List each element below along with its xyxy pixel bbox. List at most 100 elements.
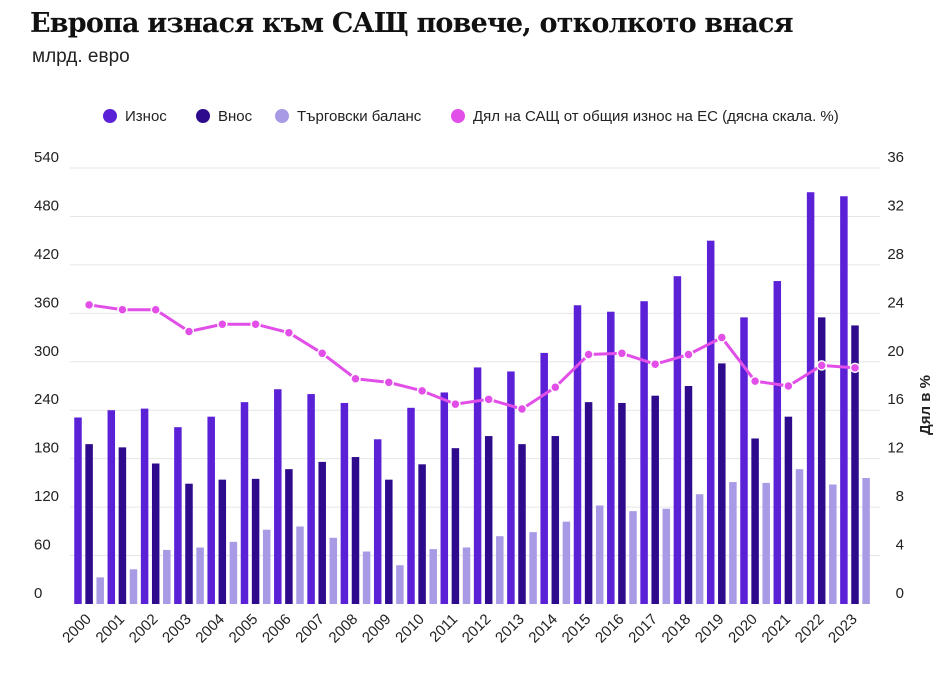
bar-export — [373, 439, 382, 604]
share-point — [783, 380, 794, 392]
bar-export — [540, 352, 548, 604]
bar-import — [817, 317, 826, 604]
share-point — [649, 358, 661, 370]
share-line — [83, 299, 861, 415]
bar-export — [174, 427, 182, 604]
chart-subtitle: млрд. евро — [32, 46, 130, 67]
bar-balance — [562, 521, 571, 604]
bar-balance — [396, 565, 404, 604]
y-tick-label: 540 — [34, 149, 59, 166]
bar-import — [318, 461, 326, 604]
x-tick-label: 2014 — [525, 611, 561, 647]
legend-label: Износ — [125, 108, 167, 125]
x-tick-label: 2021 — [759, 611, 795, 647]
x-tick-label: 2011 — [426, 611, 461, 646]
share-point — [816, 360, 827, 371]
bars — [74, 192, 870, 604]
x-tick-label: 2006 — [259, 611, 295, 647]
bar-export — [240, 402, 249, 604]
y-tick-label: 120 — [34, 488, 59, 505]
share-point — [350, 373, 361, 384]
x-tick-label: 2009 — [359, 611, 395, 647]
y-tick-label: 480 — [34, 197, 59, 214]
y-tick-label: 360 — [34, 294, 59, 311]
share-point — [483, 394, 494, 405]
bar-import — [784, 416, 793, 604]
bar-import — [218, 479, 227, 604]
bar-import — [618, 402, 626, 604]
bar-balance — [829, 484, 837, 604]
bar-export — [107, 410, 116, 604]
x-tick-label: 2019 — [692, 611, 728, 647]
share-point — [416, 385, 428, 397]
x-tick-label: 2020 — [725, 611, 761, 647]
share-point — [583, 349, 594, 360]
x-tick-label: 2015 — [559, 611, 595, 647]
x-tick-label: 2003 — [159, 611, 195, 647]
bar-export — [74, 417, 82, 604]
x-tick-label: 2001 — [93, 611, 129, 647]
share-point — [550, 381, 561, 393]
y2-tick-label: 8 — [896, 488, 904, 505]
bar-balance — [296, 526, 304, 604]
left-y-axis: 0 60 120 180 240 300 360 420 480 540 — [34, 149, 59, 602]
bar-balance — [196, 547, 204, 604]
bar-import — [151, 463, 160, 604]
y-tick-label: 180 — [34, 440, 59, 457]
bar-balance — [529, 532, 537, 604]
share-point — [383, 377, 395, 388]
legend: Износ Внос Търговски баланс Дял на САЩ от о… — [103, 108, 839, 125]
bar-balance — [362, 551, 371, 604]
y2-tick-label: 12 — [887, 440, 904, 457]
bar-export — [740, 317, 748, 604]
bar-balance — [595, 505, 604, 604]
bar-balance — [762, 482, 770, 604]
share-point — [117, 304, 128, 315]
x-tick-label: 2004 — [192, 611, 228, 647]
bar-export — [806, 192, 815, 604]
y-tick-label: 60 — [34, 537, 51, 554]
legend-swatch — [103, 109, 117, 123]
share-point — [250, 318, 261, 330]
x-tick-label: 2016 — [592, 611, 628, 647]
x-tick-label: 2008 — [326, 611, 362, 647]
bar-balance — [729, 482, 737, 604]
bar-import — [418, 464, 426, 604]
bar-import — [751, 438, 759, 604]
bar-balance — [695, 494, 704, 604]
y2-tick-label: 28 — [887, 246, 904, 263]
legend-swatch — [196, 109, 210, 123]
legend-swatch — [275, 109, 289, 123]
y-tick-label: 240 — [34, 391, 59, 408]
bar-import — [584, 402, 593, 604]
bar-balance — [163, 549, 171, 604]
bar-import — [351, 457, 360, 604]
bar-balance — [229, 541, 238, 604]
x-tick-label: 2002 — [126, 611, 162, 647]
bar-balance — [662, 508, 671, 604]
y2-tick-label: 32 — [887, 197, 904, 214]
legend-swatch — [451, 109, 465, 123]
x-tick-label: 2007 — [292, 611, 328, 647]
bar-export — [307, 394, 315, 604]
bar-import — [451, 448, 460, 604]
bar-import — [718, 363, 726, 604]
bar-import — [551, 436, 560, 604]
bar-export — [640, 301, 648, 604]
bar-export — [340, 402, 349, 604]
bar-balance — [862, 478, 870, 604]
bar-export — [140, 408, 149, 604]
share-point — [283, 327, 295, 338]
bar-export — [207, 416, 215, 604]
x-axis: 2000200120022003200420052006200720082009… — [59, 611, 861, 647]
share-point — [749, 375, 761, 387]
bar-balance — [429, 549, 437, 604]
bar-import — [185, 483, 193, 604]
bar-balance — [329, 537, 338, 604]
share-point — [450, 398, 461, 410]
share-point — [516, 403, 528, 415]
bar-import — [285, 469, 293, 604]
bar-export — [840, 196, 848, 604]
bar-export — [407, 407, 415, 604]
